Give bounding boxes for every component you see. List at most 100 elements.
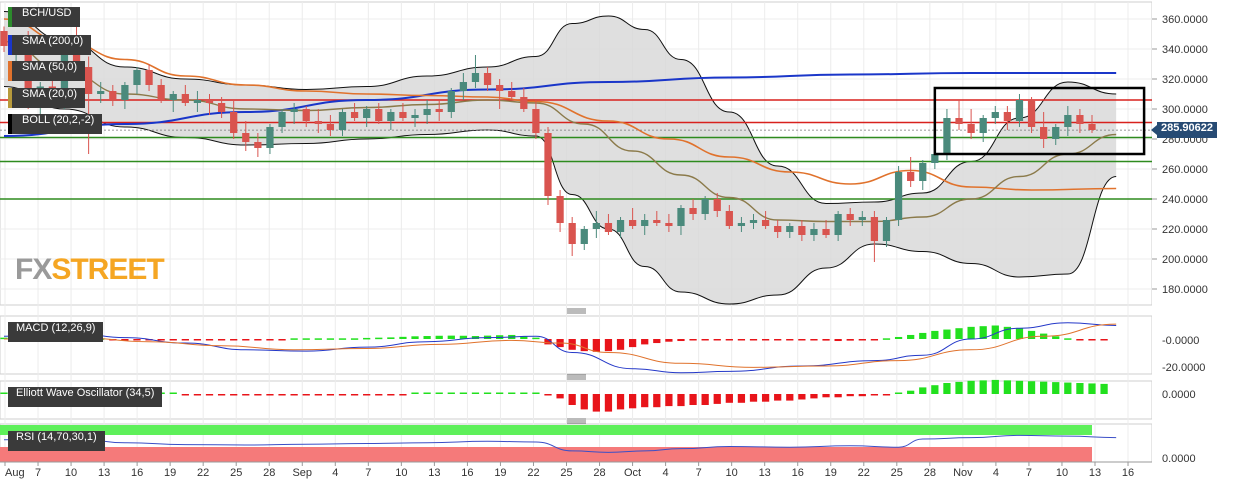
macd-histogram-bar (786, 339, 794, 341)
macd-histogram-bar (278, 339, 286, 341)
candle-body (580, 229, 588, 244)
y-tick-label: 240.0000 (1162, 194, 1208, 206)
ewo-label[interactable]: Elliott Wave Oscillator (34,5) (8, 387, 163, 407)
ewo-histogram-bar (677, 394, 685, 407)
macd-histogram-bar (592, 339, 600, 352)
macd-histogram-bar (798, 339, 806, 341)
boll-label[interactable]: BOLL (20,2,-2) (8, 114, 103, 134)
ewo-histogram-bar (1040, 381, 1048, 394)
macd-histogram-bar (1003, 326, 1012, 339)
ewo-histogram-bar (230, 394, 238, 396)
candle-body (677, 208, 685, 226)
sma200-label[interactable]: SMA (200,0) (8, 35, 92, 55)
macd-histogram-bar (1088, 339, 1096, 341)
ewo-histogram-bar (205, 394, 214, 396)
x-tick-label: 28 (924, 467, 936, 479)
candle-body (290, 109, 298, 112)
ewo-histogram-bar (544, 394, 552, 396)
candle-body (979, 118, 987, 133)
candle-body (653, 220, 661, 223)
macd-histogram-bar (459, 335, 468, 339)
macd-histogram-bar (701, 339, 709, 341)
sma20-label[interactable]: SMA (20,0) (8, 88, 86, 108)
candle-body (737, 223, 746, 226)
ewo-histogram-bar (459, 392, 468, 394)
macd-histogram-bar (217, 339, 226, 341)
x-tick-label: 10 (726, 467, 738, 479)
ewo-histogram-bar (991, 379, 999, 394)
x-tick-label: 28 (593, 467, 605, 479)
ewo-histogram-bar (701, 394, 709, 405)
candle-body (242, 133, 250, 142)
candle-body (749, 220, 758, 223)
ewo-histogram-bar (447, 392, 455, 394)
x-tick-label: 25 (230, 467, 242, 479)
macd-histogram-bar (242, 339, 250, 341)
sma50-label[interactable]: SMA (50,0) (8, 61, 86, 81)
x-tick-label: 13 (759, 467, 771, 479)
macd-histogram-bar (375, 337, 383, 340)
macd-histogram-bar (387, 337, 395, 339)
logo-street: STREET (51, 253, 164, 286)
candle-body (169, 94, 177, 100)
macd-label[interactable]: MACD (12,26,9) (8, 322, 104, 342)
ewo-histogram-bar (616, 394, 625, 410)
ewo-histogram-bar (1088, 383, 1096, 394)
candle-body (1027, 100, 1036, 127)
candle-body (1052, 127, 1060, 139)
last-price-value: 285.90622 (1161, 122, 1213, 134)
macd-histogram-bar (846, 339, 854, 341)
ewo-histogram-bar (520, 392, 528, 394)
ewo-histogram-bar (1015, 380, 1024, 394)
candle-body (725, 211, 733, 226)
candle-body (931, 154, 939, 163)
candle-body (496, 85, 504, 91)
ewo-histogram-bar (749, 394, 758, 402)
ewo-histogram-bar (1076, 383, 1084, 394)
macd-histogram-bar (665, 339, 673, 342)
candle-body (471, 73, 480, 82)
candle-body (459, 82, 468, 91)
ewo-histogram-bar (278, 394, 286, 396)
candle-body (399, 112, 407, 118)
macd-histogram-bar (423, 336, 431, 339)
macd-histogram-bar (967, 326, 975, 339)
candle-body (701, 199, 709, 214)
x-tick-label: Aug (5, 467, 25, 479)
candle-body (834, 214, 842, 235)
ewo-histogram-bar (846, 394, 854, 397)
x-tick-label: 16 (461, 467, 473, 479)
ewo-histogram-bar (387, 394, 395, 396)
candle-body (943, 118, 951, 154)
x-tick-label: 22 (858, 467, 870, 479)
candle-body (870, 217, 879, 241)
rsi-line (3, 434, 1117, 453)
candle-body (628, 220, 637, 226)
ewo-histogram-bar (822, 394, 830, 398)
candle-body (1088, 124, 1096, 130)
candle-body (363, 109, 371, 118)
rsi-label[interactable]: RSI (14,70,30,1) (8, 431, 105, 451)
x-tick-label: 13 (428, 467, 440, 479)
candle-body (278, 112, 286, 127)
ewo-histogram-bar (338, 394, 347, 396)
macd-histogram-bar (399, 336, 407, 339)
ewo-histogram-bar (217, 394, 226, 396)
macd-histogram-bar (979, 326, 987, 339)
x-tick-label: 28 (263, 467, 275, 479)
ewo-histogram-bar (1027, 381, 1036, 394)
y-tick-label: 300.0000 (1162, 104, 1208, 116)
candle-body (109, 91, 117, 100)
y-tick-label: 260.0000 (1162, 164, 1208, 176)
macd-y-tick-label: -20.0000 (1162, 362, 1205, 374)
candle-body (181, 94, 189, 103)
macd-histogram-bar (882, 338, 891, 340)
rsi-overbought-zone (0, 425, 1092, 435)
macd-histogram-bar (302, 338, 310, 340)
ewo-histogram-bar (689, 394, 697, 405)
candle-body (314, 121, 322, 124)
ewo-histogram-bar (798, 394, 806, 400)
macd-histogram-bar (907, 334, 915, 339)
ewo-histogram-bar (483, 392, 492, 394)
